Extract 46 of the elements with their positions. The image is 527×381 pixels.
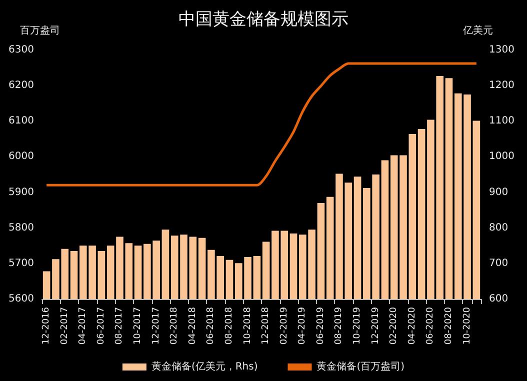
y-tick-label: 6000 — [8, 151, 34, 162]
x-tick-label: 02-2018 — [170, 306, 180, 345]
y-tick-label: 6100 — [8, 116, 34, 127]
x-tick-label: 04-2017 — [78, 307, 88, 345]
x-tick-label: 12-2019 — [370, 306, 381, 345]
y-tick-label: 6300 — [8, 44, 34, 56]
y2-tick-label: 1000 — [489, 151, 514, 162]
y2-tick-label: 900 — [489, 186, 508, 198]
x-tick-label: 04-2020 — [407, 306, 418, 345]
y2-tick-label: 700 — [489, 258, 508, 269]
x-tick-label: 02-2020 — [389, 306, 400, 345]
chart-title: 中国黄金储备规模图示 — [178, 10, 348, 30]
x-tick-label: 02-2017 — [60, 307, 70, 345]
y2-tick-label: 1300 — [489, 44, 514, 56]
y-tick-label: 5800 — [8, 222, 34, 234]
x-tick-label: 12-2016 — [42, 306, 52, 345]
x-tick-label: 10-2019 — [352, 306, 363, 345]
x-tick-label: 10-2018 — [242, 306, 253, 345]
y-tick-label: 5900 — [8, 186, 34, 198]
x-tick-label: 08-2019 — [334, 306, 344, 345]
x-tick-label: 10-2020 — [462, 306, 472, 345]
x-tick-label: 02-2019 — [279, 306, 290, 345]
y-axis-title: 百万盎司 — [20, 24, 60, 36]
y-tick-label: 5700 — [8, 258, 34, 269]
x-tick-label: 12-2018 — [261, 306, 272, 345]
y2-axis-title: 亿美元 — [462, 24, 493, 36]
x-tick-label: 08-2017 — [114, 307, 125, 345]
legend-label: 黄金储备(亿美元，Rhs) — [151, 360, 258, 372]
y2-tick-label: 1100 — [489, 116, 514, 127]
x-tick-label: 10-2017 — [133, 307, 144, 345]
y2-tick-label: 600 — [489, 294, 508, 304]
legend-label: 黄金储备(百万盎司) — [316, 360, 405, 372]
y2-tick-label: 800 — [489, 222, 508, 234]
x-tick-label: 08-2018 — [224, 306, 234, 345]
x-tick-label: 12-2017 — [151, 307, 162, 345]
x-tick-label: 06-2020 — [426, 306, 436, 345]
line-series — [45, 62, 478, 186]
x-tick-label: 06-2019 — [316, 306, 326, 345]
x-tick-label: 04-2018 — [188, 306, 198, 345]
x-tick-label: 04-2019 — [298, 306, 308, 345]
x-tick-label: 06-2018 — [206, 306, 216, 345]
x-tick-label: 08-2020 — [444, 306, 454, 345]
x-tick-label: 06-2017 — [96, 307, 106, 345]
y2-tick-label: 1200 — [489, 80, 514, 92]
y-tick-label: 6200 — [8, 80, 34, 92]
y-tick-label: 5600 — [8, 294, 34, 304]
